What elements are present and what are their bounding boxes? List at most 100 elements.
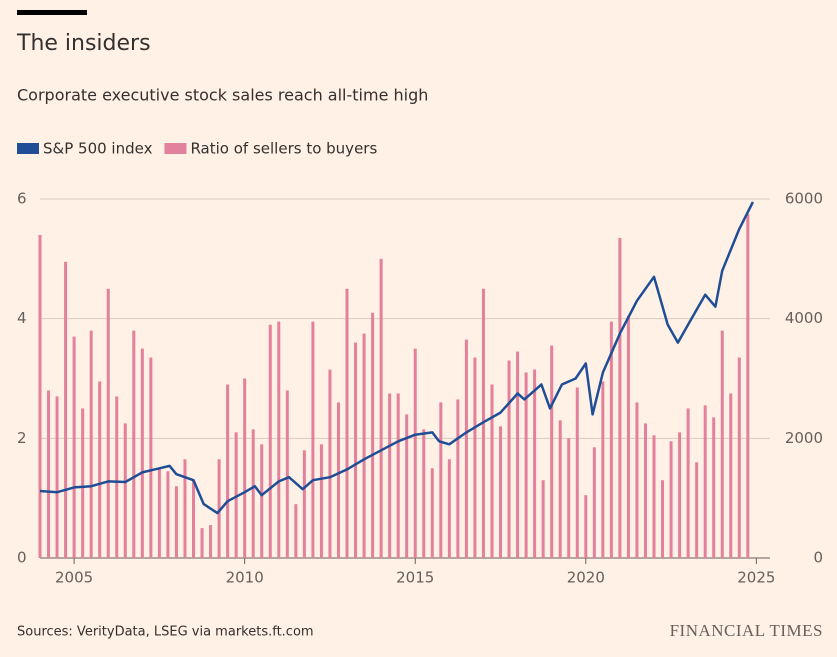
bar [550, 345, 554, 558]
bar [362, 333, 366, 558]
bar [345, 288, 349, 558]
bar [371, 312, 375, 558]
bar [703, 405, 707, 558]
bar [575, 387, 579, 558]
bar [277, 321, 281, 558]
brand: FINANCIAL TIMES [670, 621, 823, 640]
bar [618, 237, 622, 558]
bar [166, 471, 170, 558]
bar [140, 348, 144, 558]
bar [626, 315, 630, 558]
bar [294, 504, 298, 558]
bar [396, 393, 400, 558]
x-tick-label: 2015 [396, 569, 434, 587]
bar [533, 369, 537, 558]
bar [55, 396, 59, 558]
bar [38, 234, 42, 558]
x-tick-label: 2005 [55, 569, 93, 587]
legend-label: Ratio of sellers to buyers [190, 140, 377, 158]
bar [669, 441, 673, 558]
brand-bar [17, 10, 87, 15]
bar [106, 288, 110, 558]
y-tick-label: 0 [17, 549, 27, 567]
bar [516, 351, 520, 558]
bar [490, 384, 494, 558]
x-tick-label: 2025 [737, 569, 775, 587]
bar [157, 468, 161, 558]
bar [430, 468, 434, 558]
chart-title: The insiders [16, 31, 151, 56]
bar [584, 495, 588, 558]
x-tick-label: 2020 [567, 569, 605, 587]
bar [132, 330, 136, 558]
bar [652, 435, 656, 558]
bar [123, 423, 127, 558]
bar [746, 213, 750, 559]
y2-tick-label: 2000 [785, 429, 823, 447]
bar [98, 381, 102, 558]
bar [499, 426, 503, 558]
bar [354, 342, 358, 558]
bar [285, 390, 289, 558]
bar [737, 357, 741, 558]
bar [200, 528, 204, 558]
bar [243, 378, 247, 558]
bar [507, 360, 511, 558]
line [39, 201, 755, 515]
bar [81, 408, 85, 558]
bar [524, 372, 528, 558]
bar [379, 258, 383, 558]
bar [643, 423, 647, 558]
bar [328, 369, 332, 558]
chart-subtitle: Corporate executive stock sales reach al… [17, 86, 428, 105]
bar [541, 480, 545, 558]
bar [174, 486, 178, 558]
bar [260, 444, 264, 558]
y-tick-label: 2 [17, 429, 27, 447]
bar [217, 459, 221, 558]
bar [47, 390, 51, 558]
bar [311, 321, 315, 558]
bar [558, 420, 562, 558]
bar [678, 432, 682, 558]
bar [635, 402, 639, 558]
bar [661, 480, 665, 558]
bar [268, 324, 272, 558]
bar [567, 438, 571, 558]
bar [64, 261, 68, 558]
bar [695, 462, 699, 558]
y2-tick-label: 6000 [785, 190, 823, 208]
bar [473, 357, 477, 558]
bar [149, 357, 153, 558]
bar [456, 399, 460, 558]
bar [405, 414, 409, 558]
bar [447, 459, 451, 558]
bar [601, 381, 605, 558]
bar [89, 330, 93, 558]
bar [302, 450, 306, 558]
bar [234, 432, 238, 558]
bar [712, 417, 716, 558]
bar [115, 396, 119, 558]
bar [183, 459, 187, 558]
bar [422, 429, 426, 558]
y-tick-label: 6 [17, 190, 27, 208]
bar [413, 348, 417, 558]
y-tick-label: 4 [17, 309, 27, 327]
bar [388, 393, 392, 558]
bar [251, 429, 255, 558]
bar [592, 447, 596, 558]
x-tick-label: 2010 [226, 569, 264, 587]
legend-swatch [17, 143, 39, 154]
bar [226, 384, 230, 558]
bar [464, 339, 468, 558]
legend-label: S&P 500 index [43, 140, 153, 158]
bar [319, 444, 323, 558]
y2-tick-label: 0 [813, 549, 823, 567]
bar [439, 402, 443, 558]
bar [609, 321, 613, 558]
bar [209, 525, 213, 558]
bar [720, 330, 724, 558]
bar [192, 480, 196, 558]
